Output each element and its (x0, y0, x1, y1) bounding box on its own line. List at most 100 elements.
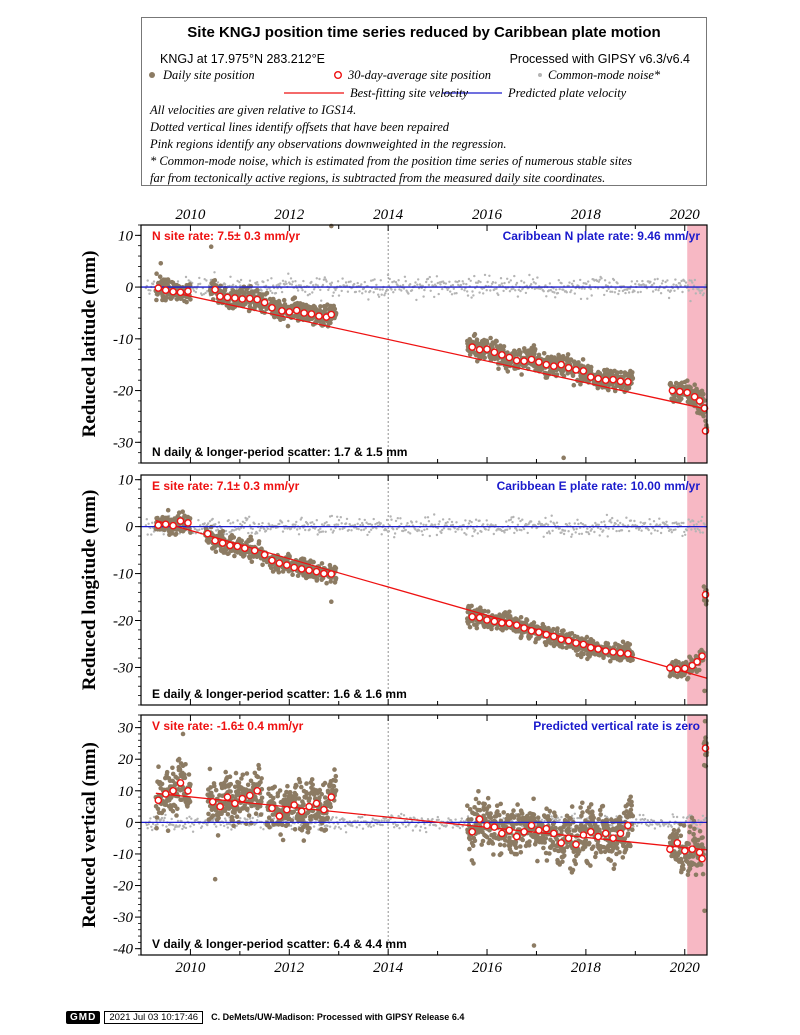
common-mode-point (420, 530, 423, 533)
common-mode-point (623, 288, 626, 291)
common-mode-point (449, 284, 453, 287)
common-mode-point (380, 819, 383, 822)
common-mode-point (453, 292, 456, 295)
average-point (498, 619, 506, 627)
common-mode-point (700, 289, 704, 292)
common-mode-point (579, 521, 583, 525)
daily-point (544, 640, 550, 646)
average-point (268, 556, 276, 565)
common-mode-point (694, 292, 697, 295)
common-mode-point (664, 523, 667, 526)
common-mode-point (256, 819, 259, 822)
common-mode-point (560, 815, 563, 819)
common-mode-point (542, 535, 545, 538)
common-mode-point (319, 527, 322, 530)
average-point (292, 306, 301, 315)
common-mode-point (204, 291, 207, 295)
common-mode-point (355, 527, 358, 530)
daily-point (206, 540, 211, 545)
common-mode-point (481, 287, 484, 290)
average-point (203, 529, 212, 538)
common-mode-point (414, 281, 417, 284)
common-mode-point (665, 520, 668, 523)
daily-point (164, 769, 170, 775)
common-mode-point (381, 823, 384, 827)
common-mode-point (702, 292, 705, 295)
common-mode-point (671, 813, 674, 816)
common-mode-point (579, 278, 582, 282)
daily-point (173, 531, 179, 537)
common-mode-point (642, 813, 645, 817)
common-mode-point (246, 517, 249, 520)
common-mode-point (693, 278, 697, 282)
common-mode-point (361, 827, 365, 830)
common-mode-point (189, 825, 192, 828)
common-mode-point (202, 293, 205, 296)
average-point (483, 345, 491, 353)
common-mode-point (670, 531, 673, 534)
common-mode-point (701, 294, 705, 297)
common-mode-point (329, 283, 333, 287)
common-mode-point (466, 527, 469, 530)
common-mode-point (627, 529, 631, 533)
common-mode-point (357, 527, 360, 531)
common-mode-point (435, 275, 439, 278)
average-point (184, 519, 192, 527)
common-mode-point (513, 531, 516, 535)
common-mode-point (454, 280, 457, 283)
common-mode-point (654, 288, 657, 291)
legend-note: Pink regions identify any observations d… (150, 137, 507, 151)
common-mode-point (438, 520, 441, 523)
common-mode-point (548, 532, 552, 535)
common-mode-point (672, 815, 675, 819)
common-mode-point (368, 530, 371, 534)
common-mode-point (369, 822, 372, 825)
common-mode-point (611, 516, 614, 520)
common-mode-point (203, 522, 206, 525)
common-mode-point (271, 291, 274, 295)
common-mode-point (695, 823, 698, 827)
common-mode-point (537, 522, 540, 526)
daily-point (183, 762, 188, 767)
daily-point (188, 782, 193, 787)
daily-point (620, 639, 626, 645)
average-point (673, 665, 682, 674)
common-mode-point (198, 528, 201, 531)
common-mode-point (700, 519, 703, 522)
common-mode-point (372, 517, 375, 521)
daily-point (588, 364, 594, 370)
common-mode-point (299, 823, 302, 827)
common-mode-point (244, 818, 247, 821)
common-mode-point (586, 527, 589, 530)
common-mode-point (268, 287, 271, 290)
common-mode-point (543, 819, 546, 822)
common-mode-point (583, 287, 586, 290)
common-mode-point (555, 819, 559, 823)
daily-point (482, 608, 488, 614)
daily-point (608, 658, 613, 664)
common-mode-point (392, 291, 395, 294)
common-mode-point (463, 531, 466, 535)
common-mode-point (289, 824, 293, 827)
average-point (624, 649, 632, 658)
daily-point (208, 785, 213, 790)
common-mode-point (474, 281, 478, 284)
common-mode-point (269, 528, 272, 531)
average-point (218, 539, 227, 547)
common-mode-point (598, 534, 601, 537)
average-point (535, 358, 543, 366)
daily-point (679, 396, 684, 402)
daily-point (287, 554, 292, 559)
common-mode-point (315, 277, 318, 280)
common-mode-point (568, 281, 571, 284)
daily-point (702, 688, 707, 694)
common-mode-point (372, 824, 375, 827)
common-mode-point (603, 279, 607, 282)
common-mode-point (365, 823, 368, 826)
common-mode-point (550, 815, 553, 818)
common-mode-point (311, 521, 314, 524)
common-mode-point (692, 523, 696, 527)
common-mode-point (151, 521, 154, 524)
common-mode-point (311, 291, 314, 294)
